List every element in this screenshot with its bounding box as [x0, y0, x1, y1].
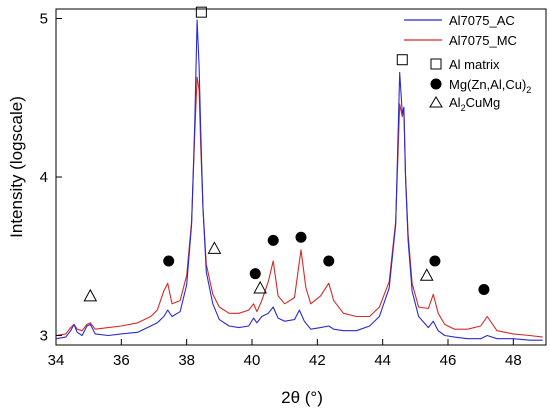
legend-circle-marker: [430, 78, 442, 90]
x-axis-label: 2θ (°): [281, 388, 323, 407]
x-tick-label: 48: [505, 352, 522, 369]
al2cumg-marker: [253, 280, 268, 294]
y-axis-label: Intensity (logscale): [7, 96, 26, 238]
x-tick-label: 44: [374, 352, 391, 369]
y-tick-label: 4: [40, 169, 48, 186]
peak-markers: [83, 6, 490, 302]
legend: Al7075_AC Al7075_MC Al matrix Mg(Zn,Al,C…: [404, 13, 531, 113]
legend-square-marker: [430, 58, 442, 70]
al-matrix-marker: [195, 6, 207, 18]
mg-phase-marker: [295, 231, 307, 243]
x-tick-label: 46: [440, 352, 457, 369]
legend-label-al2cumg: Al2CuMg: [449, 95, 500, 113]
al2cumg-marker: [207, 241, 222, 254]
y-tick-label: 3: [40, 327, 48, 344]
x-tick-label: 36: [113, 352, 130, 369]
series-line-al7075-ac: [56, 19, 543, 341]
al-matrix-marker: [396, 54, 408, 66]
al2cumg-marker: [83, 288, 98, 302]
mg-phase-marker: [429, 255, 441, 267]
legend-label-al7075-ac: Al7075_AC: [449, 13, 515, 28]
x-tick-label: 40: [244, 352, 261, 369]
x-tick-label: 38: [178, 352, 195, 369]
mg-phase-marker: [478, 284, 490, 296]
mg-phase-marker: [323, 255, 335, 267]
legend-label-mg-phase: Mg(Zn,Al,Cu)2: [449, 77, 531, 95]
x-tick-label: 34: [48, 352, 65, 369]
legend-label-al7075-mc: Al7075_MC: [449, 33, 517, 48]
al2cumg-marker: [419, 268, 434, 281]
mg-phase-marker: [267, 234, 279, 246]
x-tick-label: 42: [309, 352, 326, 369]
legend-triangle-marker: [429, 96, 443, 108]
mg-phase-marker: [163, 255, 175, 267]
series-layer: [56, 19, 543, 341]
mg-phase-marker: [249, 268, 261, 280]
legend-label-al-matrix: Al matrix: [449, 57, 500, 72]
y-axis: 3 4 5: [40, 11, 62, 344]
y-tick-label: 5: [40, 11, 48, 28]
series-line-al7075-mc: [56, 76, 543, 338]
x-axis: 34 36 38 40 42 44 46 48: [48, 339, 522, 369]
